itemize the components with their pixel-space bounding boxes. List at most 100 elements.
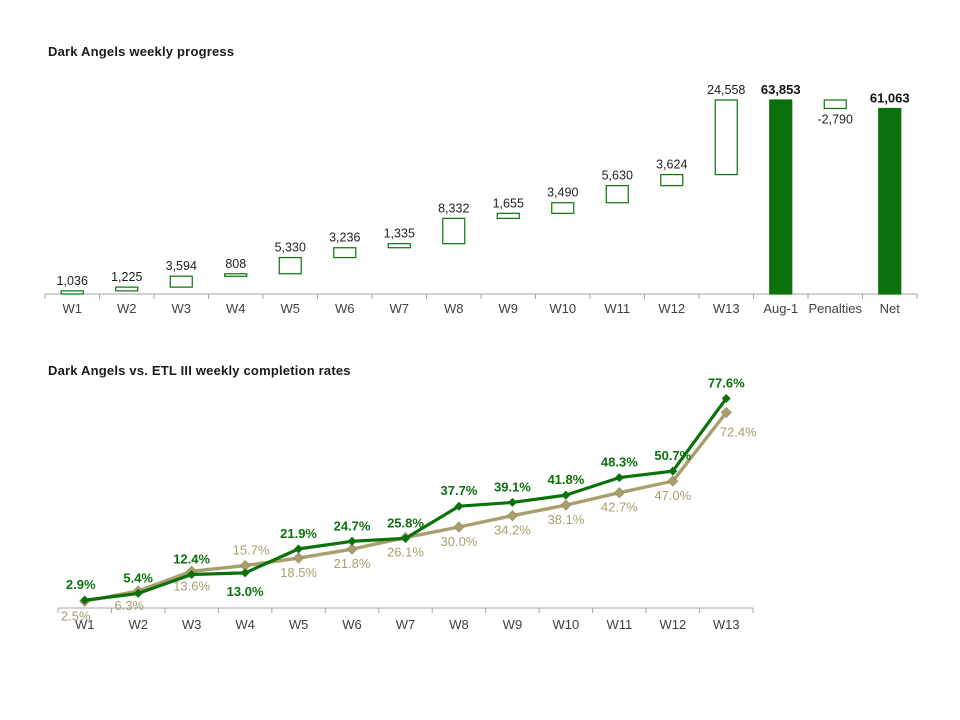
waterfall-bar-W9 [496,212,520,219]
waterfall-bar-W1 [60,290,84,295]
bar-value-label: 8,332 [438,201,469,215]
dark-angels-data-point [721,393,731,403]
waterfall-bar-W12 [660,174,684,187]
category-label: W10 [553,617,580,632]
category-label: W5 [281,301,301,316]
dark-angels-data-label: 37.7% [441,483,478,498]
bar-value-label: 1,225 [111,270,142,284]
bar-value-label: 1,036 [57,274,88,288]
bar-value-label: 3,490 [547,186,578,200]
category-label: W1 [75,617,95,632]
etl-data-point [293,552,305,564]
etl-data-label: 30.0% [441,534,478,549]
etl-data-label: 72.4% [720,425,757,440]
dark-angels-data-point [401,533,410,543]
category-label: W1 [63,301,83,316]
dark-angels-data-point [507,497,517,507]
dark-angels-data-point [294,544,304,554]
category-label: W4 [235,617,255,632]
etl-data-point [613,487,625,499]
etl-data-label: 26.1% [387,545,424,560]
dark-angels-data-label: 41.8% [547,472,584,487]
bar-value-label: 3,236 [329,231,360,245]
etl-data-label: 38.1% [547,512,584,527]
etl-data-point [453,521,465,533]
etl-data-point [560,499,572,511]
waterfall-bar-W5 [278,256,302,275]
waterfall-bar-Aug-1 [769,99,793,295]
dark-angels-data-label: 25.8% [387,515,424,530]
etl-data-label: 15.7% [233,543,270,558]
dark-angels-data-label: 13.0% [227,584,264,599]
dark-angels-data-label: 24.7% [334,518,371,533]
category-label: W9 [499,301,519,316]
weekly-progress-waterfall-chart: 1,036 W1 1,225 W2 3,594 W3 808 W4 5,330 W5 3,236 W6… [44,82,918,316]
waterfall-bar-Penalties [823,99,847,110]
etl-data-label: 18.5% [280,565,317,580]
bar-value-label: 3,594 [166,259,197,273]
category-label: W2 [128,617,148,632]
dark-angels-data-point [240,568,250,578]
dark-angels-data-label: 5.4% [123,570,153,585]
etl-data-point [720,406,732,419]
category-label: W5 [289,617,309,632]
category-label: W6 [335,301,355,316]
category-label: W9 [503,617,523,632]
category-label: W3 [182,617,202,632]
etl-data-point [346,543,358,555]
waterfall-bar-W4 [224,273,248,277]
category-label: W3 [172,301,192,316]
chart2-title: Dark Angels vs. ETL III weekly completio… [48,363,351,378]
bar-value-label: 61,063 [870,90,910,105]
waterfall-bar-W10 [551,202,575,214]
waterfall-bar-W2 [115,286,139,292]
bar-value-label: 24,558 [707,83,745,97]
dark-angels-data-label: 12.4% [173,552,210,567]
dark-angels-data-point [561,490,571,500]
etl-data-point [506,510,518,522]
chart1-title: Dark Angels weekly progress [48,44,235,59]
etl-data-label: 13.6% [173,578,210,593]
category-label: W6 [342,617,362,632]
category-label: W2 [117,301,137,316]
dark-angels-data-point [187,570,197,580]
category-label: Net [880,301,901,316]
dark-angels-data-point [614,473,624,483]
category-label: W4 [226,301,246,316]
dark-angels-data-label: 77.6% [708,375,745,390]
category-label: W12 [658,301,685,316]
dark-angels-data-point [668,466,678,476]
etl-data-label: 6.3% [114,598,144,613]
dark-angels-data-point [454,501,464,511]
category-label: W10 [549,301,576,316]
bar-value-label: 3,624 [656,158,687,172]
category-label: Penalties [809,301,863,316]
etl-data-point [667,475,679,487]
completion-rates-line-chart: W1 W2 W3 W4 W5 W6 W7 W8 W9 W10 W11 W12 W13 2.5% 6.3% 13… [57,375,757,632]
etl-data-label: 2.5% [61,608,91,623]
category-label: Aug-1 [763,301,798,316]
category-label: W12 [659,617,686,632]
etl-data-label: 21.8% [334,556,371,571]
bar-value-label: 63,853 [761,82,801,97]
dark-angels-data-point [133,588,143,598]
dark-angels-data-label: 39.1% [494,479,531,494]
etl-data-label: 42.7% [601,500,638,515]
waterfall-bar-W6 [333,247,357,259]
dark-angels-data-point [347,536,357,546]
waterfall-bar-W13 [714,99,738,176]
dark-angels-data-label: 21.9% [280,526,317,541]
waterfall-bar-Net [878,107,902,295]
category-label: W11 [604,301,630,316]
dark-angels-data-label: 2.9% [66,577,96,592]
waterfall-bar-W11 [605,185,629,204]
category-label: W8 [444,301,464,316]
waterfall-bar-W8 [442,217,466,245]
category-label: W8 [449,617,469,632]
category-label: W7 [390,301,410,316]
etl-data-label: 34.2% [494,523,531,538]
dark-angels-data-label: 48.3% [601,455,638,470]
bar-value-label: 1,655 [493,196,524,210]
bar-value-label: -2,790 [818,112,853,126]
